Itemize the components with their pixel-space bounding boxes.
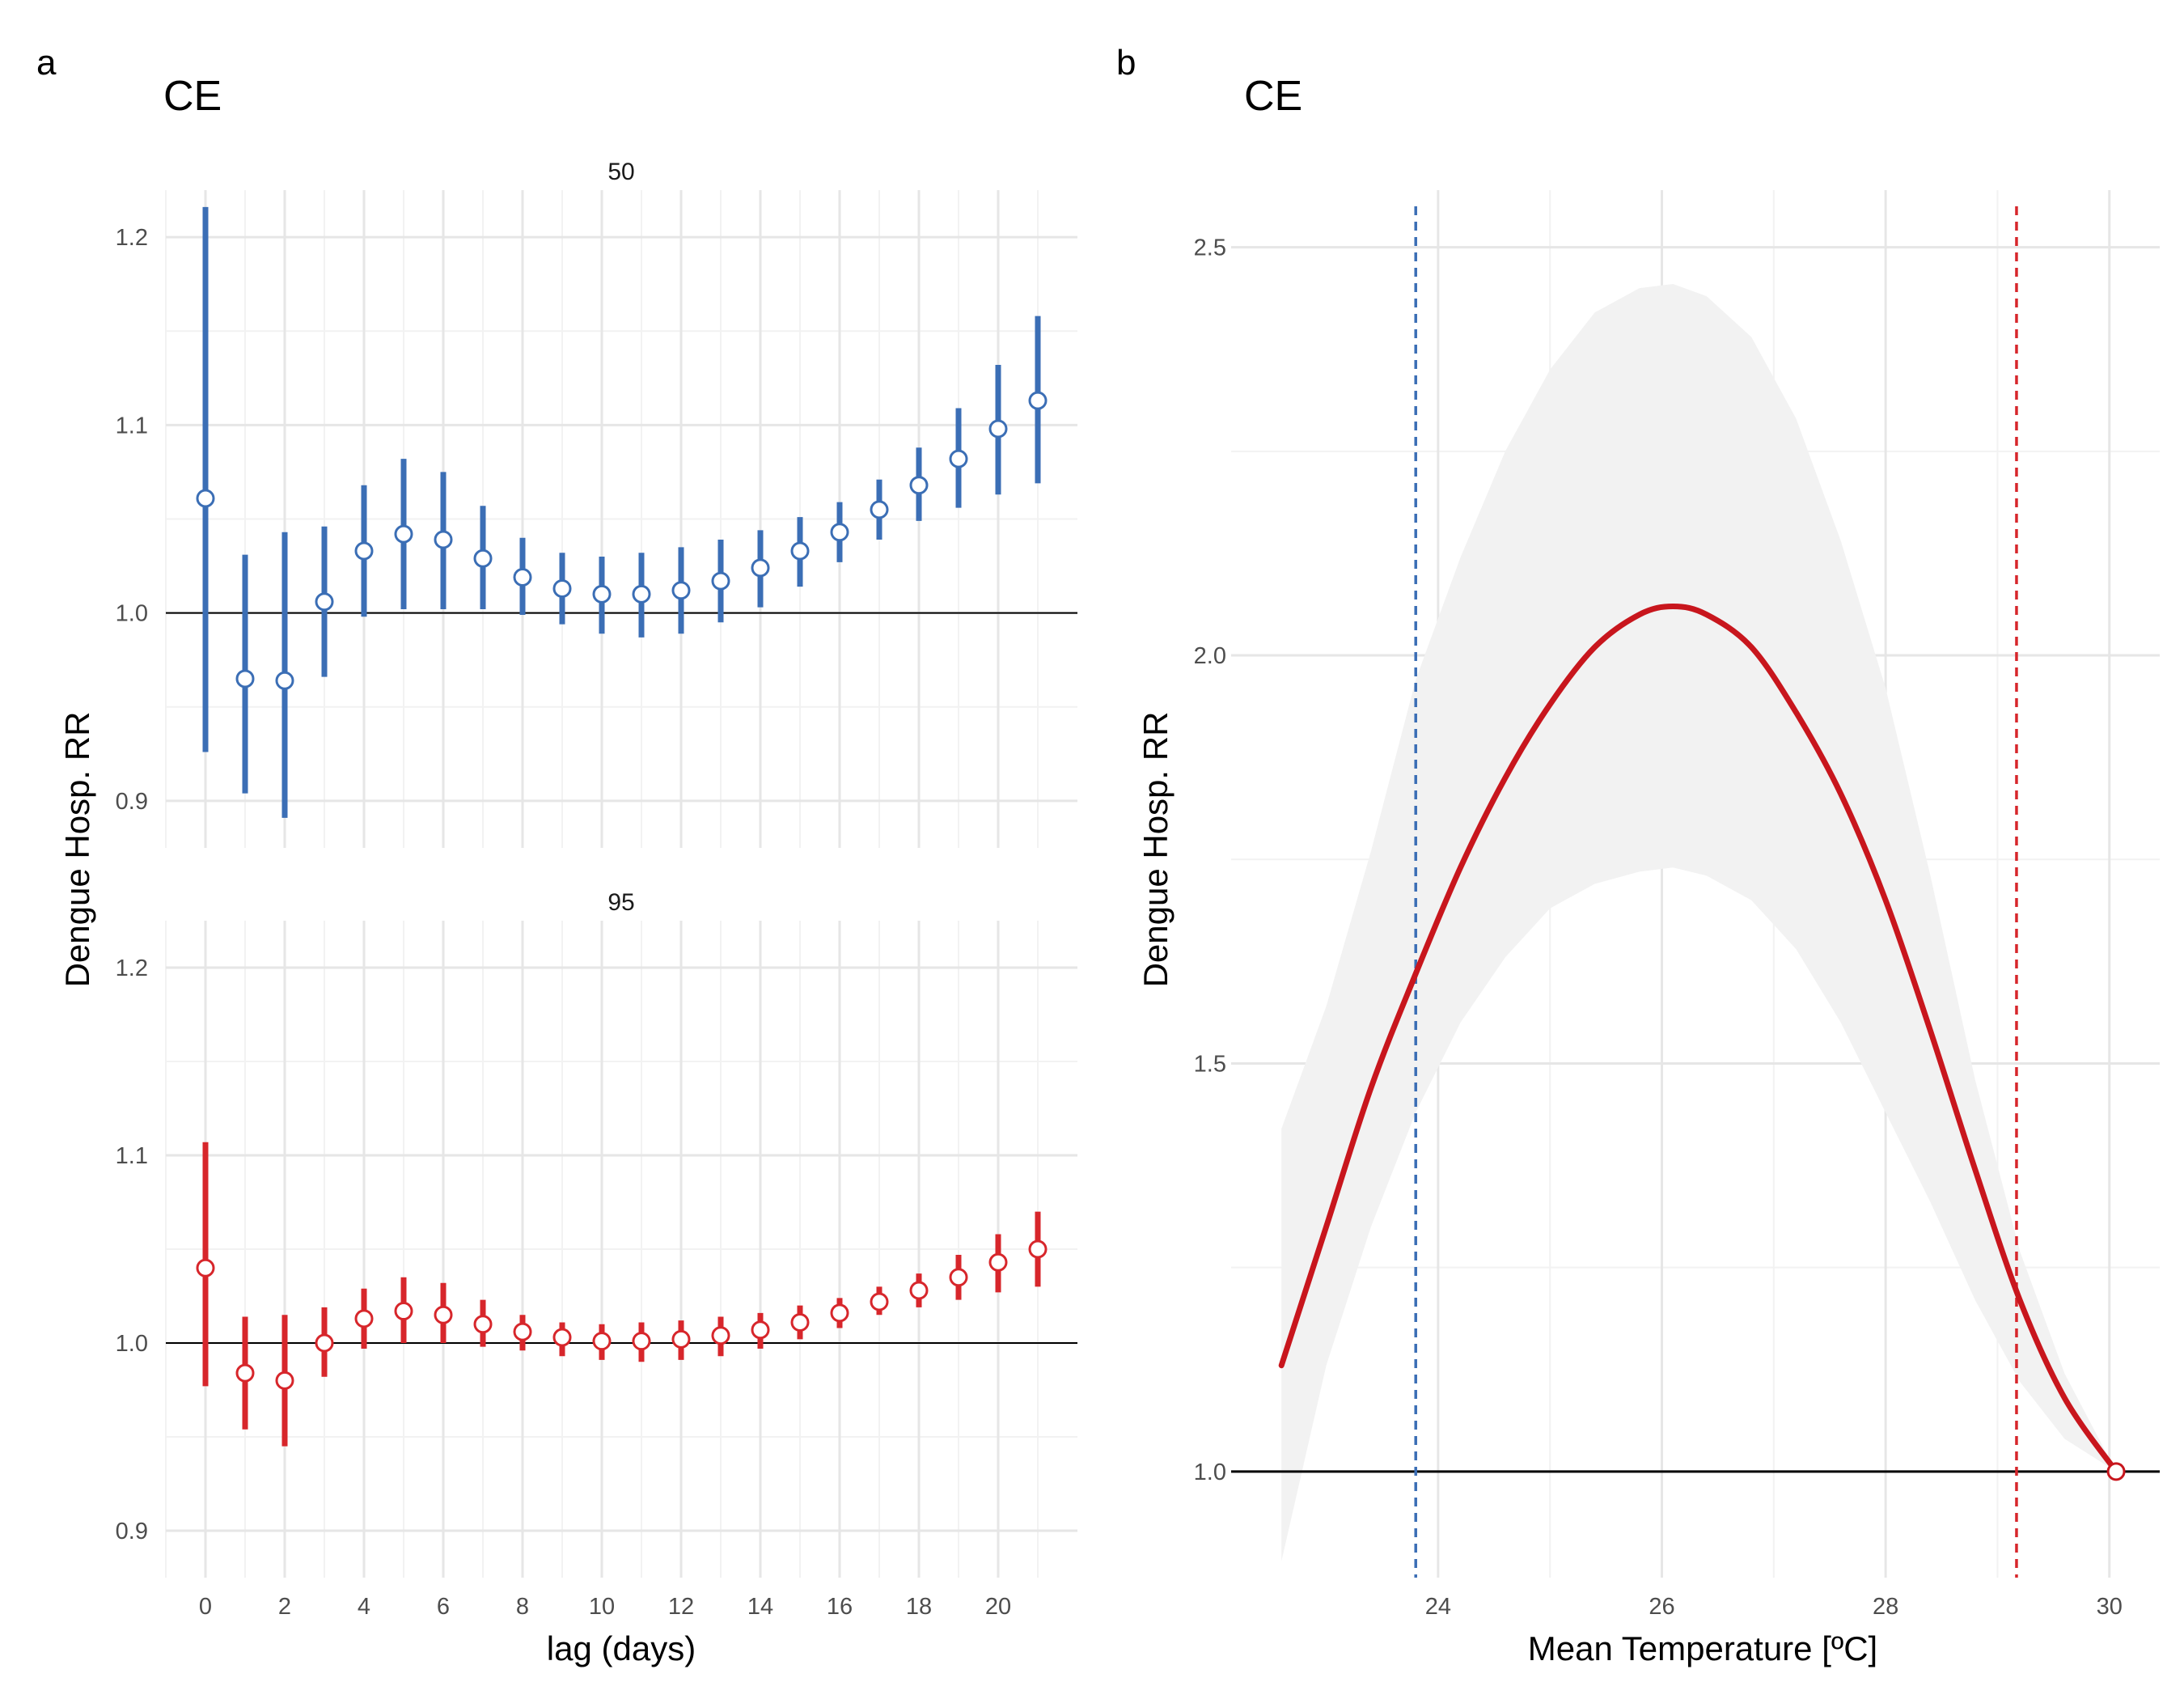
data-point — [473, 1315, 493, 1334]
data-point — [513, 1322, 532, 1341]
data-point — [275, 671, 294, 690]
data-point — [751, 1320, 770, 1340]
x-tick-label: 14 — [747, 1594, 773, 1620]
reference-point — [2106, 1462, 2126, 1481]
data-point — [1028, 391, 1048, 410]
confidence-band — [1281, 284, 2117, 1561]
panel-a-title: CE — [163, 73, 222, 120]
data-point — [949, 1268, 968, 1287]
data-point — [196, 489, 215, 508]
y-tick-label: 1.0 — [1194, 1460, 1226, 1485]
data-point — [711, 571, 730, 591]
facet-strip-95: 95 — [607, 889, 634, 916]
data-point — [988, 419, 1008, 439]
data-point — [632, 584, 651, 604]
x-tick-label: 28 — [1873, 1594, 1898, 1620]
y-tick-label: 0.9 — [116, 1519, 148, 1544]
data-point — [315, 1333, 334, 1353]
facet-strip-50: 50 — [607, 159, 634, 185]
data-point — [830, 1303, 849, 1323]
panel-a-plot: 0.9 1.0 1.1 1.2 0.9 1.0 1.1 1.2 0 2 4 6 8 10 12 14 16 18 2… — [116, 190, 1077, 1620]
data-point — [196, 1258, 215, 1277]
data-point — [354, 541, 374, 561]
data-point — [830, 523, 849, 542]
panel-b-plot: 1.0 1.5 2.0 2.5 24 26 28 30 — [1194, 190, 2160, 1620]
data-point — [671, 581, 691, 600]
panel-a-y-axis-title: Dengue Hosp. RR — [58, 712, 96, 988]
data-point — [1028, 1239, 1048, 1259]
data-point — [473, 549, 493, 568]
data-point — [235, 1363, 255, 1383]
data-point — [394, 524, 413, 544]
panel-b-letter: b — [1116, 43, 1136, 83]
x-tick-label: 24 — [1425, 1594, 1451, 1620]
data-point — [513, 568, 532, 587]
data-point — [790, 541, 810, 561]
x-tick-label: 2 — [278, 1594, 291, 1620]
data-point — [552, 578, 572, 598]
data-point — [909, 476, 929, 495]
x-tick-label: 16 — [827, 1594, 853, 1620]
data-point — [592, 1332, 612, 1351]
facet-50: 0.9 1.0 1.1 1.2 — [116, 190, 1077, 848]
facet-95: 0.9 1.0 1.1 1.2 — [116, 921, 1077, 1578]
x-tick-label: 10 — [589, 1594, 615, 1620]
data-point — [909, 1281, 929, 1300]
y-tick-label: 1.1 — [116, 1143, 148, 1169]
x-tick-label: 26 — [1649, 1594, 1674, 1620]
data-point — [949, 449, 968, 468]
rr-curve — [1278, 603, 2119, 1475]
data-point — [315, 592, 334, 612]
data-point — [632, 1332, 651, 1351]
x-tick-label: 4 — [358, 1594, 370, 1620]
x-tick-label: 30 — [2097, 1594, 2123, 1620]
data-point — [870, 500, 889, 519]
panel-b-x-axis-title: Mean Temperature [ºC] — [1528, 1629, 1877, 1667]
y-tick-label: 2.0 — [1194, 643, 1226, 669]
y-tick-label: 1.0 — [116, 601, 148, 627]
data-point — [711, 1326, 730, 1345]
panel-a-x-axis-title: lag (days) — [547, 1629, 696, 1667]
data-point — [988, 1252, 1008, 1272]
x-tick-label: 6 — [437, 1594, 450, 1620]
data-point — [870, 1292, 889, 1311]
data-point — [751, 558, 770, 578]
data-point — [552, 1328, 572, 1347]
x-tick-label: 18 — [906, 1594, 932, 1620]
data-point — [275, 1371, 294, 1390]
data-point — [394, 1302, 413, 1321]
data-point — [235, 669, 255, 688]
data-point — [354, 1309, 374, 1328]
x-tick-label: 8 — [516, 1594, 529, 1620]
y-tick-label: 1.2 — [116, 225, 148, 251]
panel-a-letter: a — [36, 43, 57, 83]
data-point — [790, 1312, 810, 1332]
y-tick-label: 1.5 — [1194, 1051, 1226, 1077]
y-tick-label: 1.0 — [116, 1331, 148, 1357]
x-tick-label: 12 — [668, 1594, 694, 1620]
data-point — [434, 1305, 453, 1324]
panel-b-y-axis-title: Dengue Hosp. RR — [1136, 712, 1175, 988]
data-point — [592, 584, 612, 604]
panel-b-title: CE — [1244, 73, 1302, 120]
y-tick-label: 1.2 — [116, 955, 148, 981]
x-tick-label: 0 — [199, 1594, 212, 1620]
data-point — [434, 530, 453, 549]
y-tick-label: 1.1 — [116, 413, 148, 439]
y-tick-label: 0.9 — [116, 789, 148, 815]
data-point — [671, 1329, 691, 1349]
x-tick-label: 20 — [985, 1594, 1011, 1620]
y-tick-label: 2.5 — [1194, 235, 1226, 261]
